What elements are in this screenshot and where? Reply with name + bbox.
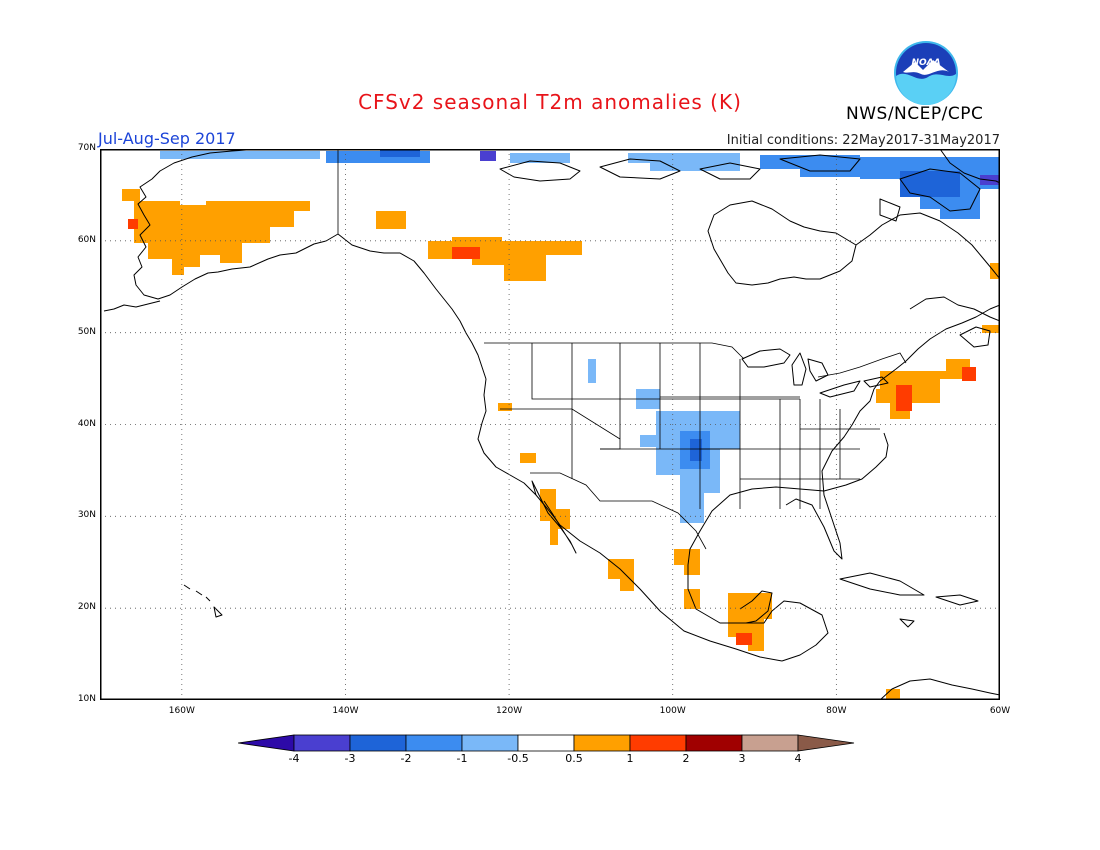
lon-label: 100W bbox=[659, 706, 686, 716]
lat-label: 60N bbox=[77, 234, 96, 245]
coastlines bbox=[103, 149, 1000, 700]
warm-anomaly-west-mexico bbox=[608, 559, 634, 591]
cool-anomaly-arctic-strong bbox=[380, 149, 420, 157]
colorbar-tick-label: -4 bbox=[288, 752, 300, 765]
warm-anomaly-oregon bbox=[498, 403, 512, 411]
strong-warm-alaska bbox=[128, 219, 138, 229]
colorbar-tick-label: -0.5 bbox=[507, 752, 529, 765]
colorbar-segment bbox=[517, 734, 575, 752]
gridlines bbox=[100, 149, 1000, 700]
warm-anomaly-nevada bbox=[520, 453, 536, 463]
colorbar-upper-arrow bbox=[797, 734, 855, 752]
colorbar-segment bbox=[685, 734, 743, 752]
lat-label: 10N bbox=[77, 694, 96, 704]
lon-label: 140W bbox=[332, 706, 359, 716]
colorbar-segment bbox=[741, 734, 799, 752]
colorbar-segment bbox=[349, 734, 407, 752]
lat-label: 70N bbox=[77, 143, 96, 153]
colorbar-tick-label: 4 bbox=[794, 752, 802, 765]
warm-anomaly-west-alaska bbox=[122, 189, 140, 201]
lon-label: 160W bbox=[168, 706, 195, 716]
warm-anomaly-alaska bbox=[134, 201, 310, 275]
colorbar bbox=[238, 734, 855, 752]
colorbar-tick-label: -1 bbox=[456, 752, 468, 765]
cool-anomaly-dakota bbox=[588, 359, 596, 383]
lat-label: 50N bbox=[77, 326, 96, 337]
anomaly-field bbox=[122, 149, 1000, 700]
colorbar-tick-label: -3 bbox=[344, 752, 356, 765]
season-label: Jul-Aug-Sep 2017 bbox=[98, 129, 236, 148]
warm-anomaly-labrador bbox=[990, 263, 1000, 279]
strong-warm-northeast bbox=[896, 385, 912, 411]
cool-anomaly-arctic-mid bbox=[510, 153, 570, 163]
colorbar-segment bbox=[405, 734, 463, 752]
lat-label: 40N bbox=[77, 418, 96, 429]
colorbar-segment bbox=[293, 734, 351, 752]
colorbar-tick-label: 0.5 bbox=[565, 752, 583, 765]
warm-anomaly-tamaulipas bbox=[674, 549, 700, 575]
colorbar-tick-label: -2 bbox=[400, 752, 412, 765]
warm-anomaly-south-america bbox=[886, 689, 900, 700]
political-borders bbox=[337, 149, 907, 550]
noaa-logo: NOAA bbox=[894, 41, 958, 106]
colorbar-lower-arrow bbox=[238, 734, 295, 752]
agency-label: NWS/NCEP/CPC bbox=[846, 104, 984, 124]
map-panel bbox=[100, 149, 1000, 700]
strong-warm-central-america bbox=[736, 633, 752, 645]
svg-text:NOAA: NOAA bbox=[911, 58, 940, 68]
warm-anomaly-newfoundland bbox=[982, 325, 1000, 333]
warm-anomaly-yukon bbox=[376, 211, 406, 229]
init-conditions-label: Initial conditions: 22May2017-31May2017 bbox=[726, 133, 1000, 148]
lon-label: 80W bbox=[826, 706, 847, 716]
cool-anomaly-arctic-west bbox=[160, 151, 320, 159]
lat-label: 30N bbox=[77, 510, 96, 521]
colorbar-tick-label: 1 bbox=[626, 752, 634, 765]
cool-anomaly-greenland-strong bbox=[900, 171, 960, 197]
lon-label: 120W bbox=[496, 706, 523, 716]
colorbar-segment bbox=[573, 734, 631, 752]
colorbar-tick-label: 3 bbox=[738, 752, 746, 765]
colorbar-tick-label: 2 bbox=[682, 752, 690, 765]
colorbar-segment bbox=[629, 734, 687, 752]
strong-warm-maritimes bbox=[962, 367, 976, 381]
title: CFSv2 seasonal T2m anomalies (K) bbox=[358, 90, 742, 114]
lon-label: 60W bbox=[989, 706, 1011, 716]
strong-warm-nwt bbox=[452, 247, 480, 259]
colorbar-segment bbox=[461, 734, 519, 752]
cool-anomaly-kansas-strong bbox=[690, 439, 702, 461]
lat-label: 20N bbox=[77, 602, 96, 613]
cool-anomaly-arctic-cell bbox=[480, 151, 496, 161]
